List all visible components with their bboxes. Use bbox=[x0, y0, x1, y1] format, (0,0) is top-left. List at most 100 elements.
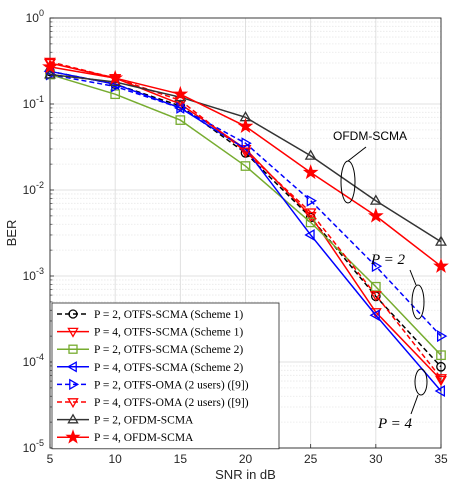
x-tick-label: 20 bbox=[239, 452, 253, 466]
y-tick-exponent: -1 bbox=[36, 94, 44, 104]
y-tick-label: 10-1 bbox=[23, 94, 44, 111]
legend-entry: P = 2, OTFS-SCMA (Scheme 2) bbox=[57, 344, 243, 356]
data-point bbox=[369, 291, 382, 302]
legend-box bbox=[51, 302, 280, 450]
data-point bbox=[304, 149, 317, 160]
legend-label: P = 2, OFDM-SCMA bbox=[94, 415, 194, 427]
data-point bbox=[172, 85, 189, 101]
legend-label: P = 4, OFDM-SCMA bbox=[94, 432, 194, 444]
data-point bbox=[111, 80, 122, 93]
annotation-label: OFDM-SCMA bbox=[333, 129, 407, 143]
legend-entry: P = 4, OFDM-SCMA bbox=[57, 429, 194, 444]
x-tick-label: 25 bbox=[304, 452, 318, 466]
data-point bbox=[44, 68, 56, 79]
series-7 bbox=[42, 58, 449, 273]
x-tick-label: 5 bbox=[47, 452, 54, 466]
y-tick-label: 10-2 bbox=[23, 180, 44, 197]
data-point bbox=[370, 281, 381, 292]
annotation-arrow bbox=[410, 394, 419, 415]
data-point bbox=[369, 194, 382, 205]
x-axis-label: SNR in dB bbox=[215, 467, 276, 482]
annotation-arrow bbox=[409, 269, 417, 286]
data-point bbox=[304, 229, 315, 241]
legend-entry: P = 4, OTFS-SCMA (Scheme 2) bbox=[57, 361, 243, 374]
data-point bbox=[435, 235, 447, 246]
annotation-label: P = 2 bbox=[370, 252, 406, 268]
data-point bbox=[306, 194, 318, 207]
y-tick-base: 10 bbox=[23, 269, 37, 283]
legend-marker bbox=[67, 413, 79, 424]
y-tick-base: 10 bbox=[23, 97, 37, 111]
data-point bbox=[241, 137, 252, 150]
data-point bbox=[435, 375, 447, 387]
legend-label: P = 2, OTFS-SCMA (Scheme 1) bbox=[94, 309, 243, 321]
data-point bbox=[367, 207, 384, 223]
y-axis-label: BER bbox=[4, 220, 19, 247]
y-tick-exponent: -4 bbox=[36, 352, 44, 362]
y-tick-exponent: -5 bbox=[36, 438, 44, 448]
legend-marker bbox=[67, 398, 79, 409]
legend-label: P = 4, OTFS-SCMA (Scheme 1) bbox=[94, 327, 243, 339]
y-tick-label: 10-4 bbox=[23, 352, 44, 369]
y-tick-base: 10 bbox=[23, 441, 37, 455]
x-tick-label: 35 bbox=[434, 452, 448, 466]
data-point bbox=[175, 115, 186, 125]
data-point bbox=[240, 161, 251, 171]
annotation-label: P = 4 bbox=[377, 416, 413, 432]
legend-marker bbox=[69, 378, 80, 391]
legend-entry: P = 2, OTFS-OMA (2 users) ([9]) bbox=[57, 378, 249, 391]
legend-marker bbox=[68, 309, 78, 319]
data-point bbox=[173, 101, 185, 114]
legend-label: P = 2, OTFS-OMA (2 users) ([9]) bbox=[94, 379, 249, 391]
data-point bbox=[302, 164, 319, 180]
y-tick-exponent: -3 bbox=[36, 266, 44, 276]
y-tick-exponent: -2 bbox=[36, 180, 44, 190]
data-point bbox=[304, 208, 317, 219]
data-point bbox=[433, 257, 449, 273]
y-tick-label: 100 bbox=[26, 8, 44, 25]
annotation-arrow bbox=[347, 146, 367, 162]
y-tick-exponent: 0 bbox=[39, 8, 44, 18]
y-tick-label: 10-5 bbox=[23, 438, 44, 455]
data-point bbox=[436, 350, 446, 361]
legend-marker bbox=[66, 361, 77, 373]
data-point bbox=[44, 57, 56, 69]
legend-entry: P = 2, OFDM-SCMA bbox=[57, 413, 194, 427]
data-point bbox=[435, 374, 447, 385]
legend-label: P = 4, OTFS-SCMA (Scheme 2) bbox=[94, 362, 243, 374]
data-point bbox=[107, 69, 124, 85]
series-line bbox=[49, 73, 442, 243]
data-point bbox=[369, 309, 380, 322]
series-line bbox=[49, 73, 442, 356]
x-tick-label: 30 bbox=[369, 452, 383, 466]
legend-entry: P = 2, OTFS-SCMA (Scheme 1) bbox=[57, 309, 243, 321]
annotations bbox=[340, 146, 428, 415]
y-tick-base: 10 bbox=[26, 11, 40, 25]
legend-entry: P = 4, OTFS-OMA (2 users) ([9]) bbox=[57, 397, 249, 409]
x-tick-label: 10 bbox=[108, 452, 122, 466]
series-line bbox=[49, 73, 442, 337]
annotation-ellipse bbox=[414, 368, 428, 396]
data-point bbox=[434, 385, 446, 397]
annotation-ellipse bbox=[411, 284, 425, 320]
legend-marker bbox=[65, 429, 81, 444]
legend-marker bbox=[68, 344, 78, 354]
y-tick-label: 10-3 bbox=[23, 266, 44, 283]
series-4 bbox=[45, 68, 448, 343]
data-point bbox=[436, 330, 448, 343]
legend-label: P = 4, OTFS-OMA (2 users) ([9]) bbox=[94, 397, 249, 409]
series-2 bbox=[45, 69, 446, 361]
data-point bbox=[436, 361, 446, 372]
x-tick-label: 15 bbox=[174, 452, 188, 466]
legend-marker bbox=[67, 327, 79, 338]
y-tick-base: 10 bbox=[23, 183, 37, 197]
data-point bbox=[237, 118, 254, 134]
data-point bbox=[371, 260, 383, 273]
legend-label: P = 2, OTFS-SCMA (Scheme 2) bbox=[94, 344, 243, 356]
y-tick-base: 10 bbox=[23, 355, 37, 369]
legend-entry: P = 4, OTFS-SCMA (Scheme 1) bbox=[57, 327, 243, 339]
data-point bbox=[42, 58, 58, 74]
data-point bbox=[239, 147, 252, 158]
